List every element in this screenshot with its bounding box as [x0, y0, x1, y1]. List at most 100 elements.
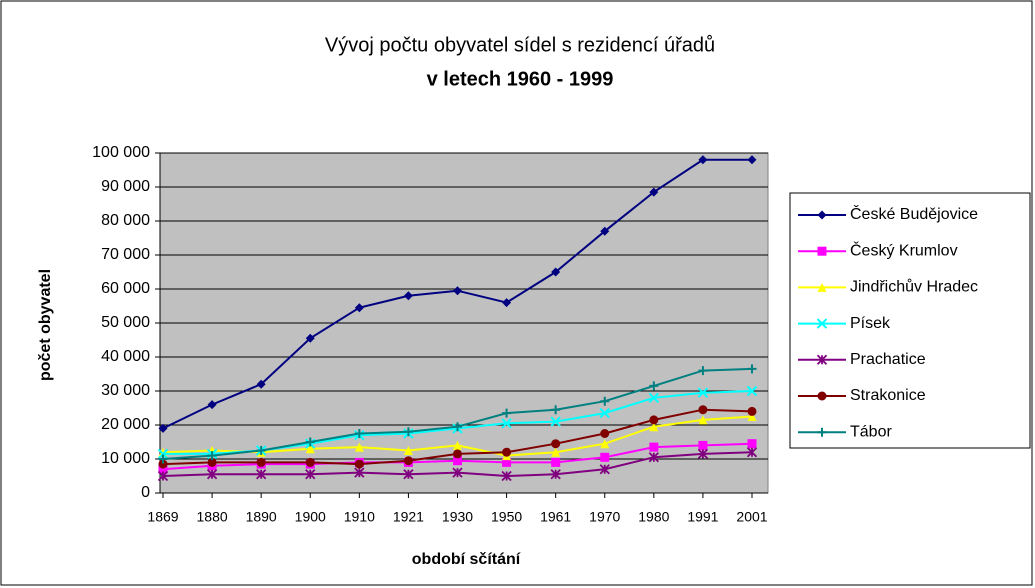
- data-point: [206, 469, 218, 480]
- data-point: [403, 427, 413, 437]
- data-point: [649, 381, 659, 391]
- legend-marker: [816, 318, 828, 329]
- x-tick-label: 1950: [491, 509, 522, 525]
- legend-label: Jindřichův Hradec: [850, 278, 978, 296]
- data-point: [747, 412, 757, 421]
- data-point: [256, 379, 266, 389]
- data-point: [403, 469, 414, 480]
- data-point: [698, 440, 708, 450]
- data-point: [158, 454, 168, 464]
- legend-label: České Budějovice: [850, 204, 978, 223]
- data-point: [550, 416, 561, 427]
- legend-marker: [817, 391, 827, 401]
- y-axis-label: počet obyvatel: [37, 269, 54, 381]
- y-tick-label: 100 000: [92, 144, 150, 161]
- legend-label: Strakonice: [850, 387, 926, 404]
- data-point: [354, 303, 364, 313]
- legend-marker: [817, 210, 827, 220]
- data-point: [551, 447, 561, 457]
- legend-label: Prachatice: [850, 351, 926, 368]
- y-tick-label: 80 000: [101, 212, 150, 229]
- legend-marker: [816, 354, 828, 365]
- x-tick-label: 1910: [344, 509, 375, 525]
- chart-title: Vývoj počtu obyvatel sídel s rezidencí ú…: [325, 34, 715, 56]
- data-point: [305, 457, 315, 467]
- data-point: [550, 469, 561, 480]
- y-tick-label: 60 000: [101, 280, 150, 297]
- data-point: [746, 385, 758, 397]
- y-tick-label: 0: [141, 484, 150, 501]
- data-point: [157, 448, 169, 460]
- data-point: [305, 333, 315, 343]
- data-point: [649, 422, 659, 432]
- data-point: [157, 470, 169, 482]
- data-point: [501, 470, 512, 482]
- y-tick-label: 20 000: [101, 416, 150, 433]
- y-tick-label: 90 000: [101, 178, 150, 195]
- data-point: [697, 448, 709, 460]
- data-point: [354, 429, 364, 438]
- legend-marker: [817, 246, 827, 256]
- legend-box: [789, 192, 1031, 449]
- data-point: [698, 405, 708, 415]
- x-axis-label: období sčítání: [412, 551, 521, 568]
- data-point: [746, 447, 758, 458]
- data-point: [305, 444, 315, 454]
- data-point: [600, 226, 610, 236]
- x-tick-label: 1880: [197, 509, 228, 525]
- data-point: [599, 407, 610, 419]
- data-point: [551, 439, 561, 449]
- data-point: [453, 286, 462, 296]
- x-tick-label: 1930: [442, 509, 473, 525]
- data-point: [648, 452, 659, 463]
- data-point: [747, 155, 757, 165]
- data-point: [698, 415, 708, 425]
- data-point: [698, 155, 708, 165]
- x-tick-label: 1921: [393, 509, 424, 525]
- data-point: [453, 440, 462, 450]
- data-point: [256, 469, 267, 480]
- data-point: [158, 464, 168, 474]
- y-tick-label: 30 000: [101, 382, 150, 399]
- data-point: [453, 422, 462, 432]
- x-tick-label: 1980: [638, 509, 669, 525]
- data-point: [600, 429, 610, 438]
- x-tick-label: 1869: [147, 509, 178, 525]
- x-tick-label: 2001: [736, 509, 767, 525]
- x-tick-label: 1900: [295, 509, 326, 525]
- data-point: [747, 439, 757, 449]
- data-point: [551, 267, 561, 277]
- data-point: [747, 364, 757, 374]
- data-point: [305, 469, 316, 480]
- x-tick-label: 1890: [246, 509, 277, 525]
- data-point: [649, 415, 659, 425]
- data-point: [649, 442, 659, 452]
- data-point: [453, 456, 462, 466]
- data-point: [207, 457, 217, 467]
- y-tick-label: 50 000: [101, 314, 150, 331]
- data-point: [600, 439, 610, 449]
- data-point: [158, 459, 168, 469]
- legend-marker: [817, 282, 827, 292]
- y-tick-label: 70 000: [101, 246, 150, 263]
- data-point: [551, 405, 561, 415]
- chart-title: v letech 1960 - 1999: [427, 68, 614, 90]
- data-point: [747, 406, 757, 416]
- data-point: [207, 451, 217, 461]
- data-point: [600, 452, 610, 462]
- data-point: [256, 457, 266, 467]
- data-point: [502, 457, 512, 467]
- legend-label: Český Krumlov: [850, 240, 958, 259]
- y-tick-label: 10 000: [101, 450, 150, 467]
- data-point: [697, 387, 709, 398]
- data-point: [648, 392, 660, 404]
- data-point: [158, 423, 168, 433]
- data-point: [305, 437, 315, 447]
- data-point: [501, 418, 512, 429]
- data-point: [256, 446, 266, 455]
- data-point: [502, 408, 512, 418]
- legend-label: Písek: [850, 315, 891, 332]
- data-point: [354, 467, 365, 478]
- data-point: [600, 396, 610, 406]
